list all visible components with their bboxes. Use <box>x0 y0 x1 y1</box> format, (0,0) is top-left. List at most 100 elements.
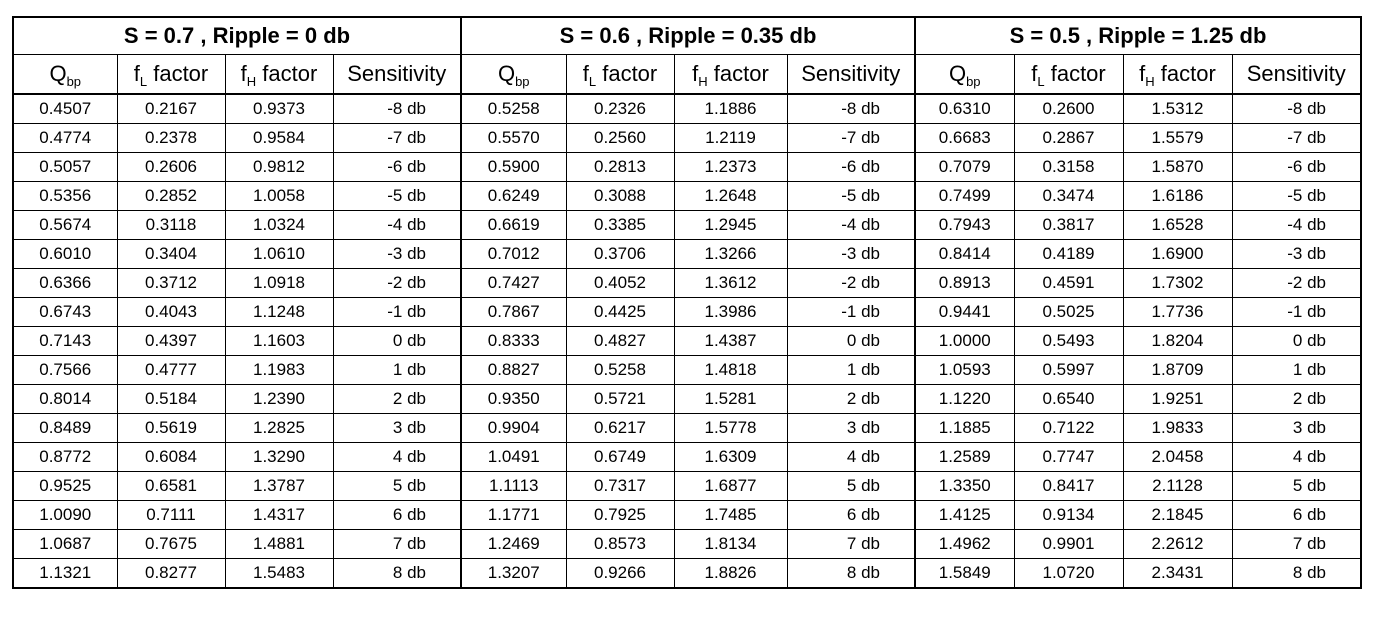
header-text: Q <box>49 61 67 86</box>
sensitivity-cell: -5 db <box>332 181 462 211</box>
q-bp-cell: 1.0491 <box>460 442 567 472</box>
fh-factor-cell: 1.6528 <box>1122 210 1233 240</box>
table-row: 0.5057 0.2606 0.9812 -6 db 0.5900 0.2813 1.237… <box>12 152 1362 182</box>
table-row: 0.7143 0.4397 1.1603 0 db 0.8333 0.4827 1.4387… <box>12 326 1362 356</box>
fl-factor-cell: 0.2167 <box>116 93 226 124</box>
q-bp-cell: 1.2589 <box>914 442 1015 472</box>
sensitivity-cell: 8 db <box>786 558 916 589</box>
group-title: S = 0.7 , Ripple = 0 db <box>12 16 462 55</box>
sensitivity-cell: 3 db <box>332 413 462 443</box>
fh-factor-cell: 1.3787 <box>224 471 334 501</box>
table-row: 0.6743 0.4043 1.1248 -1 db 0.7867 0.4425 1.398… <box>12 297 1362 327</box>
group-title: S = 0.6 , Ripple = 0.35 db <box>460 16 916 55</box>
q-bp-cell: 1.0687 <box>12 529 118 559</box>
q-bp-cell: 1.3350 <box>914 471 1015 501</box>
fh-factor-cell: 1.6900 <box>1122 239 1233 269</box>
sensitivity-cell: -2 db <box>786 268 916 298</box>
q-bp-cell: 0.5570 <box>460 123 567 153</box>
fh-factor-cell: 1.7302 <box>1122 268 1233 298</box>
header-fh-factor: fH factor <box>1122 54 1233 95</box>
fl-factor-cell: 0.8277 <box>116 558 226 589</box>
fl-factor-cell: 0.8417 <box>1013 471 1124 501</box>
sensitivity-cell: 1 db <box>332 355 462 385</box>
sensitivity-cell: 4 db <box>332 442 462 472</box>
q-bp-cell: 0.5900 <box>460 152 567 182</box>
q-bp-cell: 0.6683 <box>914 123 1015 153</box>
q-bp-cell: 0.5356 <box>12 181 118 211</box>
sensitivity-cell: 0 db <box>1231 326 1362 356</box>
q-bp-cell: 0.5674 <box>12 210 118 240</box>
fh-factor-cell: 2.3431 <box>1122 558 1233 589</box>
sensitivity-cell: 3 db <box>1231 413 1362 443</box>
sensitivity-cell: 2 db <box>1231 384 1362 414</box>
fl-factor-cell: 0.2606 <box>116 152 226 182</box>
fl-factor-cell: 0.5997 <box>1013 355 1124 385</box>
subscript: bp <box>515 74 530 89</box>
fh-factor-cell: 1.2119 <box>673 123 788 153</box>
q-bp-cell: 0.8827 <box>460 355 567 385</box>
table-row: 0.7566 0.4777 1.1983 1 db 0.8827 0.5258 1.4818… <box>12 355 1362 385</box>
header-text: f <box>692 61 699 86</box>
fl-factor-cell: 1.0720 <box>1013 558 1124 589</box>
fh-factor-cell: 1.2373 <box>673 152 788 182</box>
sensitivity-cell: 5 db <box>1231 471 1362 501</box>
sensitivity-cell: -4 db <box>332 210 462 240</box>
fh-factor-cell: 1.4317 <box>224 500 334 530</box>
sensitivity-cell: -1 db <box>1231 297 1362 327</box>
sensitivity-cell: 4 db <box>786 442 916 472</box>
fh-factor-cell: 1.2648 <box>673 181 788 211</box>
subscript: L <box>139 74 148 89</box>
subscript: H <box>1145 74 1155 89</box>
sensitivity-cell: -5 db <box>786 181 916 211</box>
fh-factor-cell: 1.8826 <box>673 558 788 589</box>
column-header-row: Qbp fL factor fH factor Sensitivity Qbp fL fa… <box>12 54 1362 95</box>
header-text: f <box>133 61 140 86</box>
sensitivity-cell: 7 db <box>1231 529 1362 559</box>
fh-factor-cell: 1.8709 <box>1122 355 1233 385</box>
sensitivity-cell: 0 db <box>332 326 462 356</box>
fl-factor-cell: 0.7747 <box>1013 442 1124 472</box>
sensitivity-cell: 2 db <box>332 384 462 414</box>
fh-factor-cell: 0.9584 <box>224 123 334 153</box>
q-bp-cell: 0.7079 <box>914 152 1015 182</box>
header-text: f <box>582 61 589 86</box>
q-bp-cell: 1.1220 <box>914 384 1015 414</box>
q-bp-cell: 0.6010 <box>12 239 118 269</box>
table-row: 1.1321 0.8277 1.5483 8 db 1.3207 0.9266 1.8826… <box>12 558 1362 589</box>
filter-factor-table: S = 0.7 , Ripple = 0 db S = 0.6 , Ripple… <box>12 16 1362 589</box>
sensitivity-cell: -7 db <box>786 123 916 153</box>
header-sensitivity: Sensitivity <box>1231 54 1362 95</box>
fh-factor-cell: 1.9251 <box>1122 384 1233 414</box>
fh-factor-cell: 1.1983 <box>224 355 334 385</box>
fl-factor-cell: 0.3712 <box>116 268 226 298</box>
fh-factor-cell: 1.0918 <box>224 268 334 298</box>
header-text: factor <box>256 61 318 86</box>
q-bp-cell: 0.8913 <box>914 268 1015 298</box>
fh-factor-cell: 1.6186 <box>1122 181 1233 211</box>
fl-factor-cell: 0.5184 <box>116 384 226 414</box>
sensitivity-cell: 0 db <box>786 326 916 356</box>
sensitivity-cell: -5 db <box>1231 181 1362 211</box>
q-bp-cell: 1.4125 <box>914 500 1015 530</box>
table-row: 0.8489 0.5619 1.2825 3 db 0.9904 0.6217 1.5778… <box>12 413 1362 443</box>
group-title: S = 0.5 , Ripple = 1.25 db <box>914 16 1362 55</box>
fh-factor-cell: 1.2945 <box>673 210 788 240</box>
header-q-bp: Qbp <box>460 54 567 95</box>
fl-factor-cell: 0.2560 <box>565 123 675 153</box>
fh-factor-cell: 1.1603 <box>224 326 334 356</box>
sensitivity-cell: -6 db <box>1231 152 1362 182</box>
fh-factor-cell: 1.5579 <box>1122 123 1233 153</box>
q-bp-cell: 0.7143 <box>12 326 118 356</box>
fh-factor-cell: 1.3290 <box>224 442 334 472</box>
header-fl-factor: fL factor <box>1013 54 1124 95</box>
fl-factor-cell: 0.3817 <box>1013 210 1124 240</box>
fl-factor-cell: 0.4827 <box>565 326 675 356</box>
fl-factor-cell: 0.8573 <box>565 529 675 559</box>
sensitivity-cell: -1 db <box>332 297 462 327</box>
table-row: 0.5674 0.3118 1.0324 -4 db 0.6619 0.3385 1.294… <box>12 210 1362 240</box>
fl-factor-cell: 0.4052 <box>565 268 675 298</box>
q-bp-cell: 0.5258 <box>460 93 567 124</box>
sensitivity-cell: -7 db <box>1231 123 1362 153</box>
q-bp-cell: 0.8333 <box>460 326 567 356</box>
fh-factor-cell: 1.2390 <box>224 384 334 414</box>
